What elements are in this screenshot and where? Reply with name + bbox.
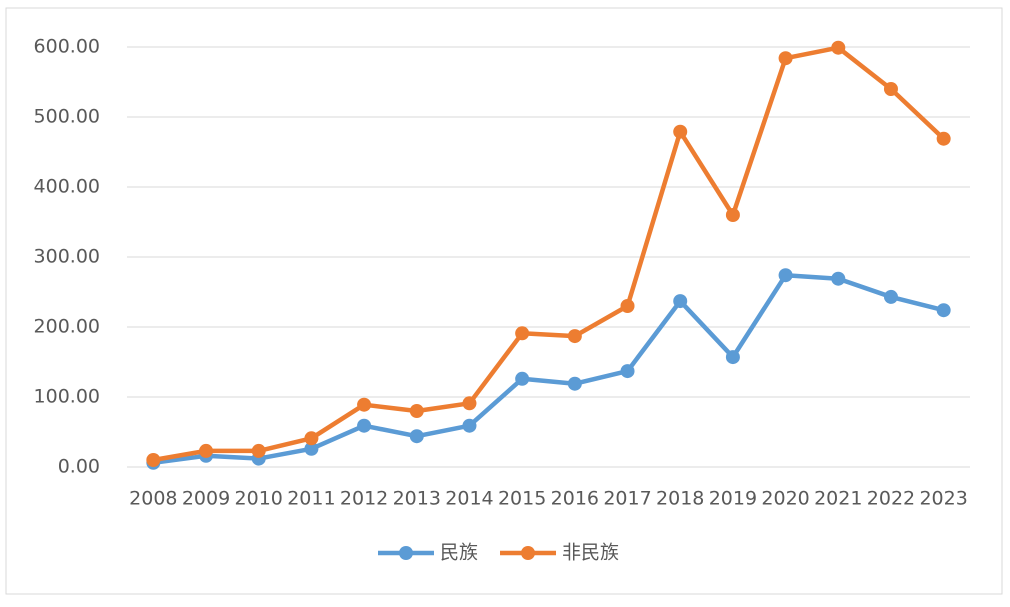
data-point xyxy=(831,40,846,55)
x-tick-label: 2018 xyxy=(656,488,704,510)
x-tick-label: 2009 xyxy=(182,488,230,510)
series-line xyxy=(152,45,946,463)
data-point xyxy=(725,208,740,222)
x-tick-label: 2017 xyxy=(603,488,651,510)
legend-label: 民族 xyxy=(440,542,478,564)
x-tick-label: 2013 xyxy=(393,488,441,510)
chart-frame xyxy=(5,7,1003,595)
data-point xyxy=(567,376,582,391)
y-tick-label: 300.00 xyxy=(34,246,100,268)
data-point xyxy=(620,299,635,313)
x-tick-label: 2023 xyxy=(919,488,967,510)
x-tick-label: 2014 xyxy=(445,488,493,510)
x-tick-label: 2011 xyxy=(287,488,335,510)
data-point xyxy=(409,429,424,444)
y-tick-label: 200.00 xyxy=(34,316,100,338)
y-tick-label: 500.00 xyxy=(34,106,100,128)
data-point xyxy=(883,289,898,304)
data-point xyxy=(251,443,266,458)
data-point xyxy=(778,268,793,283)
data-point xyxy=(515,371,530,386)
legend-marker xyxy=(399,546,413,560)
x-tick-label: 2008 xyxy=(129,488,177,510)
data-point xyxy=(515,326,530,341)
data-point xyxy=(673,124,688,139)
x-tick-label: 2019 xyxy=(709,488,757,510)
data-point xyxy=(409,404,424,418)
data-point xyxy=(883,82,898,96)
legend-label: 非民族 xyxy=(562,542,619,564)
y-tick-label: 100.00 xyxy=(34,386,100,408)
x-tick-label: 2012 xyxy=(340,488,388,510)
y-tick-label: 400.00 xyxy=(34,176,100,198)
data-point xyxy=(831,271,846,286)
x-tick-label: 2010 xyxy=(235,488,283,510)
data-point xyxy=(936,303,951,318)
data-point xyxy=(462,418,477,433)
data-point xyxy=(357,418,372,433)
y-tick-label: 600.00 xyxy=(34,36,100,58)
legend-marker xyxy=(521,546,536,560)
data-point xyxy=(620,364,635,379)
data-point xyxy=(673,294,688,309)
data-point xyxy=(199,443,214,458)
x-tick-label: 2021 xyxy=(814,488,862,510)
data-point xyxy=(936,131,951,146)
series-line xyxy=(153,272,945,466)
y-tick-label: 0.00 xyxy=(58,456,100,478)
data-point xyxy=(304,441,319,456)
data-point xyxy=(304,431,319,446)
data-point xyxy=(462,396,477,411)
x-tick-label: 2022 xyxy=(867,488,915,510)
data-point xyxy=(725,350,740,365)
data-point xyxy=(567,329,582,344)
data-point xyxy=(357,397,372,412)
data-point xyxy=(146,453,161,467)
data-point xyxy=(778,51,793,66)
x-tick-label: 2015 xyxy=(498,488,546,510)
x-tick-label: 2016 xyxy=(551,488,599,510)
x-tick-label: 2020 xyxy=(761,488,809,510)
